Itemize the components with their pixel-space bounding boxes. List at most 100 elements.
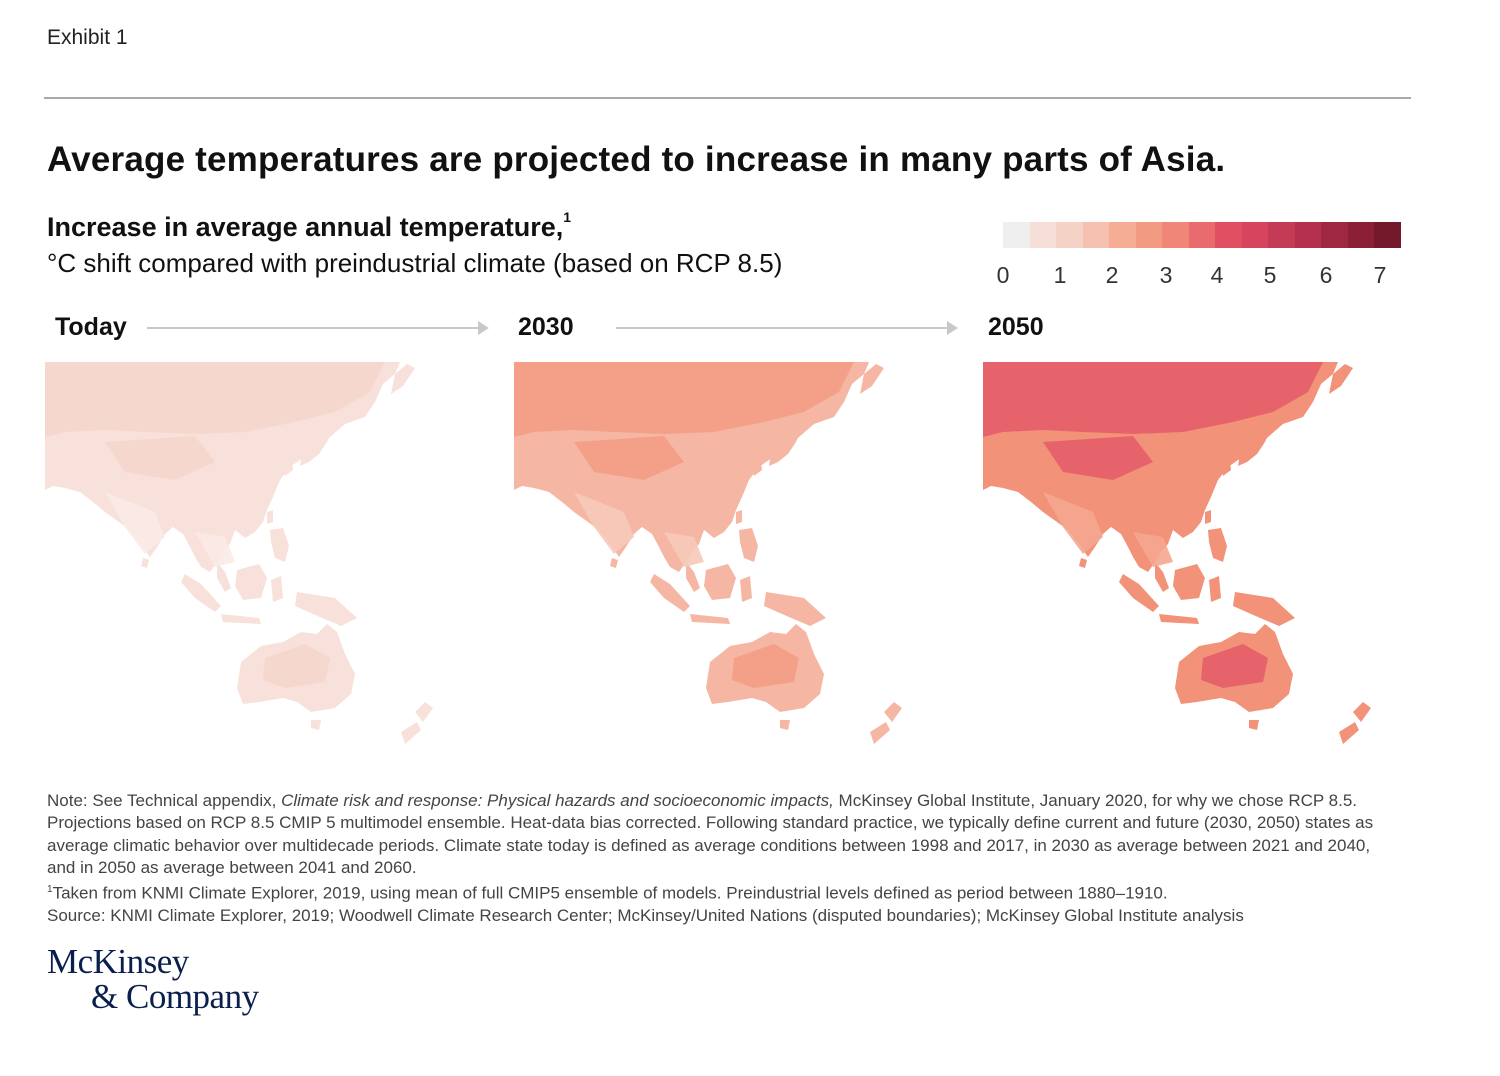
panel-label-2050: 2050 — [988, 313, 1044, 341]
header-divider — [44, 97, 1411, 99]
map-today — [45, 362, 467, 758]
land-nz2 — [1339, 722, 1359, 744]
note-report-title: Climate risk and response: Physical haza… — [281, 791, 834, 810]
land-kamchatka — [860, 364, 884, 394]
cool-zone-seasia — [664, 532, 704, 567]
cool-zone-india — [1043, 492, 1103, 554]
land-srilanka — [141, 558, 149, 568]
legend-swatch-3 — [1082, 222, 1109, 248]
legend-swatch-12 — [1321, 222, 1348, 248]
land-nz1 — [1353, 702, 1371, 722]
page-title: Average temperatures are projected to in… — [47, 140, 1226, 179]
cool-zone-seasia — [1133, 532, 1173, 567]
land-sumatra — [650, 574, 690, 612]
map-2050 — [983, 362, 1405, 758]
land-java — [221, 614, 261, 624]
land-korea — [283, 454, 293, 476]
warm-zone-tibet — [574, 436, 684, 480]
source-text: Source: KNMI Climate Explorer, 2019; Woo… — [47, 906, 1244, 926]
land-tasmania — [1249, 720, 1259, 730]
land-nz1 — [415, 702, 433, 722]
note-body: McKinsey Global Institute, January 2020,… — [47, 791, 1374, 877]
land-japan — [300, 422, 333, 466]
warm-zone-ausCore — [263, 644, 330, 688]
land-korea — [1221, 454, 1231, 476]
land-nz2 — [401, 722, 421, 744]
legend-swatch-8 — [1215, 222, 1242, 248]
footnote-body: Taken from KNMI Climate Explorer, 2019, … — [52, 883, 1168, 903]
land-taiwan — [1205, 510, 1211, 524]
land-malaya — [686, 562, 700, 592]
land-sulawesi — [740, 576, 752, 602]
legend-tick-labels: 0 1 2 3 4 5 6 7 — [997, 262, 1401, 292]
chart-units: °C shift compared with preindustrial cli… — [47, 248, 783, 278]
land-sumatra — [1119, 574, 1159, 612]
warm-zone-siberia — [983, 362, 1323, 437]
land-nz2 — [870, 722, 890, 744]
land-philippines — [270, 528, 289, 562]
subtitle-footnote-marker: 1 — [563, 209, 572, 225]
panel-label-today: Today — [55, 313, 127, 341]
land-korea — [752, 454, 762, 476]
footnote-text: 1Taken from KNMI Climate Explorer, 2019,… — [47, 879, 1397, 905]
cool-zone-india — [574, 492, 634, 554]
land-java — [1159, 614, 1199, 624]
warm-zone-tibet — [105, 436, 215, 480]
legend-swatch-14 — [1374, 222, 1401, 248]
exhibit-label: Exhibit 1 — [47, 26, 128, 49]
legend-swatch-6 — [1162, 222, 1189, 248]
warm-zone-siberia — [514, 362, 854, 437]
land-tasmania — [780, 720, 790, 730]
legend-tick-2: 2 — [1105, 262, 1119, 288]
note-prefix: Note: See Technical appendix, — [47, 791, 282, 810]
land-papua — [1233, 592, 1295, 626]
land-srilanka — [1079, 558, 1087, 568]
land-tasmania — [311, 720, 321, 730]
legend-tick-4: 4 — [1210, 262, 1224, 288]
land-kamchatka — [1329, 364, 1353, 394]
chart-subtitle-text: Increase in average annual temperature, — [47, 212, 564, 242]
warm-zone-ausCore — [732, 644, 799, 688]
legend-swatch-10 — [1268, 222, 1295, 248]
map-2030 — [514, 362, 936, 758]
legend-tick-6: 6 — [1319, 262, 1333, 288]
land-sulawesi — [271, 576, 283, 602]
legend-tick-7: 7 — [1373, 262, 1387, 288]
land-borneo — [1173, 564, 1205, 600]
legend-swatch-13 — [1347, 222, 1374, 248]
arrow-2030-to-2050 — [616, 321, 958, 335]
cool-zone-india — [105, 492, 165, 554]
legend-swatch-5 — [1135, 222, 1162, 248]
land-malaya — [217, 562, 231, 592]
legend-color-scale — [1003, 222, 1401, 248]
land-philippines — [739, 528, 758, 562]
logo-line-1: McKinsey — [47, 942, 189, 981]
arrow-today-to-2030 — [147, 321, 489, 335]
chart-notes: Note: See Technical appendix, Climate ri… — [47, 790, 1397, 927]
legend-swatch-9 — [1241, 222, 1268, 248]
legend-swatch-11 — [1294, 222, 1321, 248]
land-kamchatka — [391, 364, 415, 394]
note-text: Note: See Technical appendix, Climate ri… — [47, 790, 1397, 879]
land-taiwan — [736, 510, 742, 524]
land-borneo — [235, 564, 267, 600]
land-java — [690, 614, 730, 624]
legend-tick-1: 1 — [1053, 262, 1067, 288]
land-nz1 — [884, 702, 902, 722]
footnote-marker: 1 — [47, 884, 53, 896]
land-papua — [764, 592, 826, 626]
land-srilanka — [610, 558, 618, 568]
legend-tick-3: 3 — [1159, 262, 1173, 288]
land-japan — [769, 422, 802, 466]
legend-swatch-0 — [1003, 222, 1030, 248]
mckinsey-logo: McKinsey & Company — [47, 944, 259, 1014]
land-papua — [295, 592, 357, 626]
legend-tick-5: 5 — [1263, 262, 1277, 288]
land-borneo — [704, 564, 736, 600]
warm-zone-siberia — [45, 362, 385, 437]
land-malaya — [1155, 562, 1169, 592]
legend-swatch-4 — [1109, 222, 1136, 248]
color-legend: 0 1 2 3 4 5 6 7 — [997, 222, 1401, 292]
warm-zone-ausCore — [1201, 644, 1268, 688]
legend-swatch-7 — [1188, 222, 1215, 248]
